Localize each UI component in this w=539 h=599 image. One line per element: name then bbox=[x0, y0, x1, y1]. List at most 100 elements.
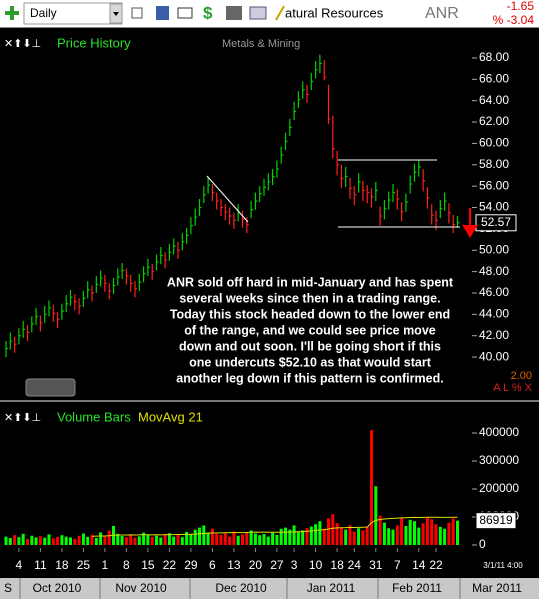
volume-bar bbox=[292, 525, 296, 545]
volume-bar bbox=[77, 535, 81, 545]
month-label: S bbox=[4, 581, 12, 595]
volume-bar bbox=[344, 529, 348, 545]
volume-bar bbox=[129, 535, 133, 545]
volume-bar bbox=[99, 532, 103, 545]
volume-bar bbox=[241, 534, 244, 545]
volume-bar bbox=[296, 531, 300, 545]
volume-bar bbox=[378, 515, 382, 545]
x-tick-label: 20 bbox=[249, 558, 263, 572]
x-tick-label: 7 bbox=[394, 558, 401, 572]
x-tick-label: 18 bbox=[55, 558, 69, 572]
volume-bar bbox=[443, 528, 447, 545]
volume-bar bbox=[253, 533, 257, 545]
volume-bar bbox=[189, 534, 193, 545]
volume-bar bbox=[116, 533, 120, 545]
x-tick-label: 13 bbox=[227, 558, 241, 572]
volume-bar bbox=[172, 536, 176, 545]
volume-bar bbox=[275, 534, 279, 545]
month-label: Mar 2011 bbox=[472, 581, 522, 595]
panel-icons[interactable]: ✕⬆⬇⊥ bbox=[4, 38, 41, 50]
volume-bar bbox=[219, 534, 223, 545]
annotation-line: ANR sold off hard in mid-January and has… bbox=[167, 275, 454, 289]
down-arrow bbox=[462, 208, 478, 238]
y-tick-label: 66.00 bbox=[479, 71, 509, 85]
volume-bar bbox=[90, 534, 94, 545]
volume-bar bbox=[81, 533, 85, 545]
lock-icon[interactable] bbox=[131, 7, 143, 19]
y-tick-label: 48.00 bbox=[479, 264, 509, 278]
x-tick-label: 15 bbox=[141, 558, 155, 572]
annotation-line: down and out soon. I'll be going short i… bbox=[179, 339, 441, 353]
volume-bar bbox=[215, 533, 219, 545]
y-tick-label: 56.00 bbox=[479, 178, 509, 192]
volume-bar bbox=[167, 533, 171, 545]
month-label: Feb 2011 bbox=[392, 581, 442, 595]
panel-icons[interactable]: ✕⬆⬇⊥ bbox=[4, 412, 41, 424]
volume-bar bbox=[387, 528, 391, 545]
scale-note: 2.00 bbox=[511, 370, 532, 382]
pencil-icon[interactable] bbox=[275, 5, 285, 21]
x-tick-label: 24 bbox=[348, 558, 362, 572]
volume-bar bbox=[176, 535, 180, 545]
volume-bar bbox=[202, 525, 206, 545]
volume-bar bbox=[314, 524, 318, 545]
volume-bar bbox=[348, 525, 352, 545]
x-tick-label: 27 bbox=[270, 558, 284, 572]
volume-bar bbox=[69, 537, 72, 545]
volume-bar bbox=[309, 526, 313, 545]
ma-legend: MovAvg 21 bbox=[138, 409, 203, 424]
annotation-line: another leg down if this pattern is conf… bbox=[176, 371, 443, 385]
month-row bbox=[0, 578, 539, 599]
volume-bar bbox=[4, 536, 8, 545]
window-icon[interactable] bbox=[249, 6, 267, 20]
x-tick-label: 22 bbox=[163, 558, 177, 572]
volume-bar bbox=[51, 538, 55, 545]
volume-bar bbox=[193, 529, 197, 545]
volume-bar bbox=[434, 524, 438, 545]
add-icon[interactable] bbox=[5, 6, 19, 20]
volume-bar bbox=[206, 532, 210, 545]
volume-bar bbox=[438, 526, 442, 545]
volume-bar bbox=[43, 537, 47, 545]
scale-flags[interactable]: A L % X bbox=[493, 382, 532, 394]
mail-icon[interactable] bbox=[177, 7, 193, 19]
dollar-icon[interactable]: $ bbox=[203, 3, 213, 22]
volume-bar bbox=[271, 532, 275, 545]
last-volume: 86919 bbox=[479, 513, 513, 527]
month-label: Oct 2010 bbox=[33, 581, 82, 595]
x-tick-label: 29 bbox=[184, 558, 198, 572]
volume-bar bbox=[155, 535, 158, 545]
volume-bar bbox=[103, 536, 107, 545]
interval[interactable]: Daily bbox=[30, 6, 57, 20]
last-price-box bbox=[475, 214, 517, 232]
volume-bar bbox=[163, 534, 167, 545]
volume-bar bbox=[86, 536, 90, 545]
volume-bar bbox=[34, 537, 38, 545]
volume-bar bbox=[47, 534, 51, 545]
volume-bar bbox=[159, 537, 163, 545]
x-tick-label: 1 bbox=[102, 558, 109, 572]
volume-bar bbox=[236, 535, 240, 545]
volume-bar bbox=[185, 531, 189, 545]
volume-bar bbox=[400, 518, 404, 545]
save-icon[interactable] bbox=[156, 6, 169, 20]
y-tick-label: 50.00 bbox=[479, 242, 509, 256]
symbol: ANR bbox=[425, 5, 459, 22]
month-label: Jan 2011 bbox=[307, 581, 356, 595]
volume-bar bbox=[370, 430, 373, 545]
print-icon[interactable] bbox=[226, 6, 242, 20]
x-tick-label: 11 bbox=[34, 558, 47, 572]
volume-bar bbox=[137, 536, 141, 545]
y-tick-label: 300000 bbox=[479, 453, 519, 467]
y-tick-label: 64.00 bbox=[479, 93, 509, 107]
volume-bar bbox=[456, 520, 459, 545]
volume-bar bbox=[120, 536, 124, 545]
scroll-widget[interactable] bbox=[25, 378, 76, 397]
overlay: ANR sold off hard in mid-January and has… bbox=[163, 159, 478, 389]
trend-line bbox=[206, 175, 249, 223]
volume-bar bbox=[142, 532, 146, 545]
volume-bar bbox=[64, 536, 68, 545]
volume-panel-title: Volume Bars bbox=[57, 409, 131, 424]
volume-bar bbox=[30, 535, 34, 545]
